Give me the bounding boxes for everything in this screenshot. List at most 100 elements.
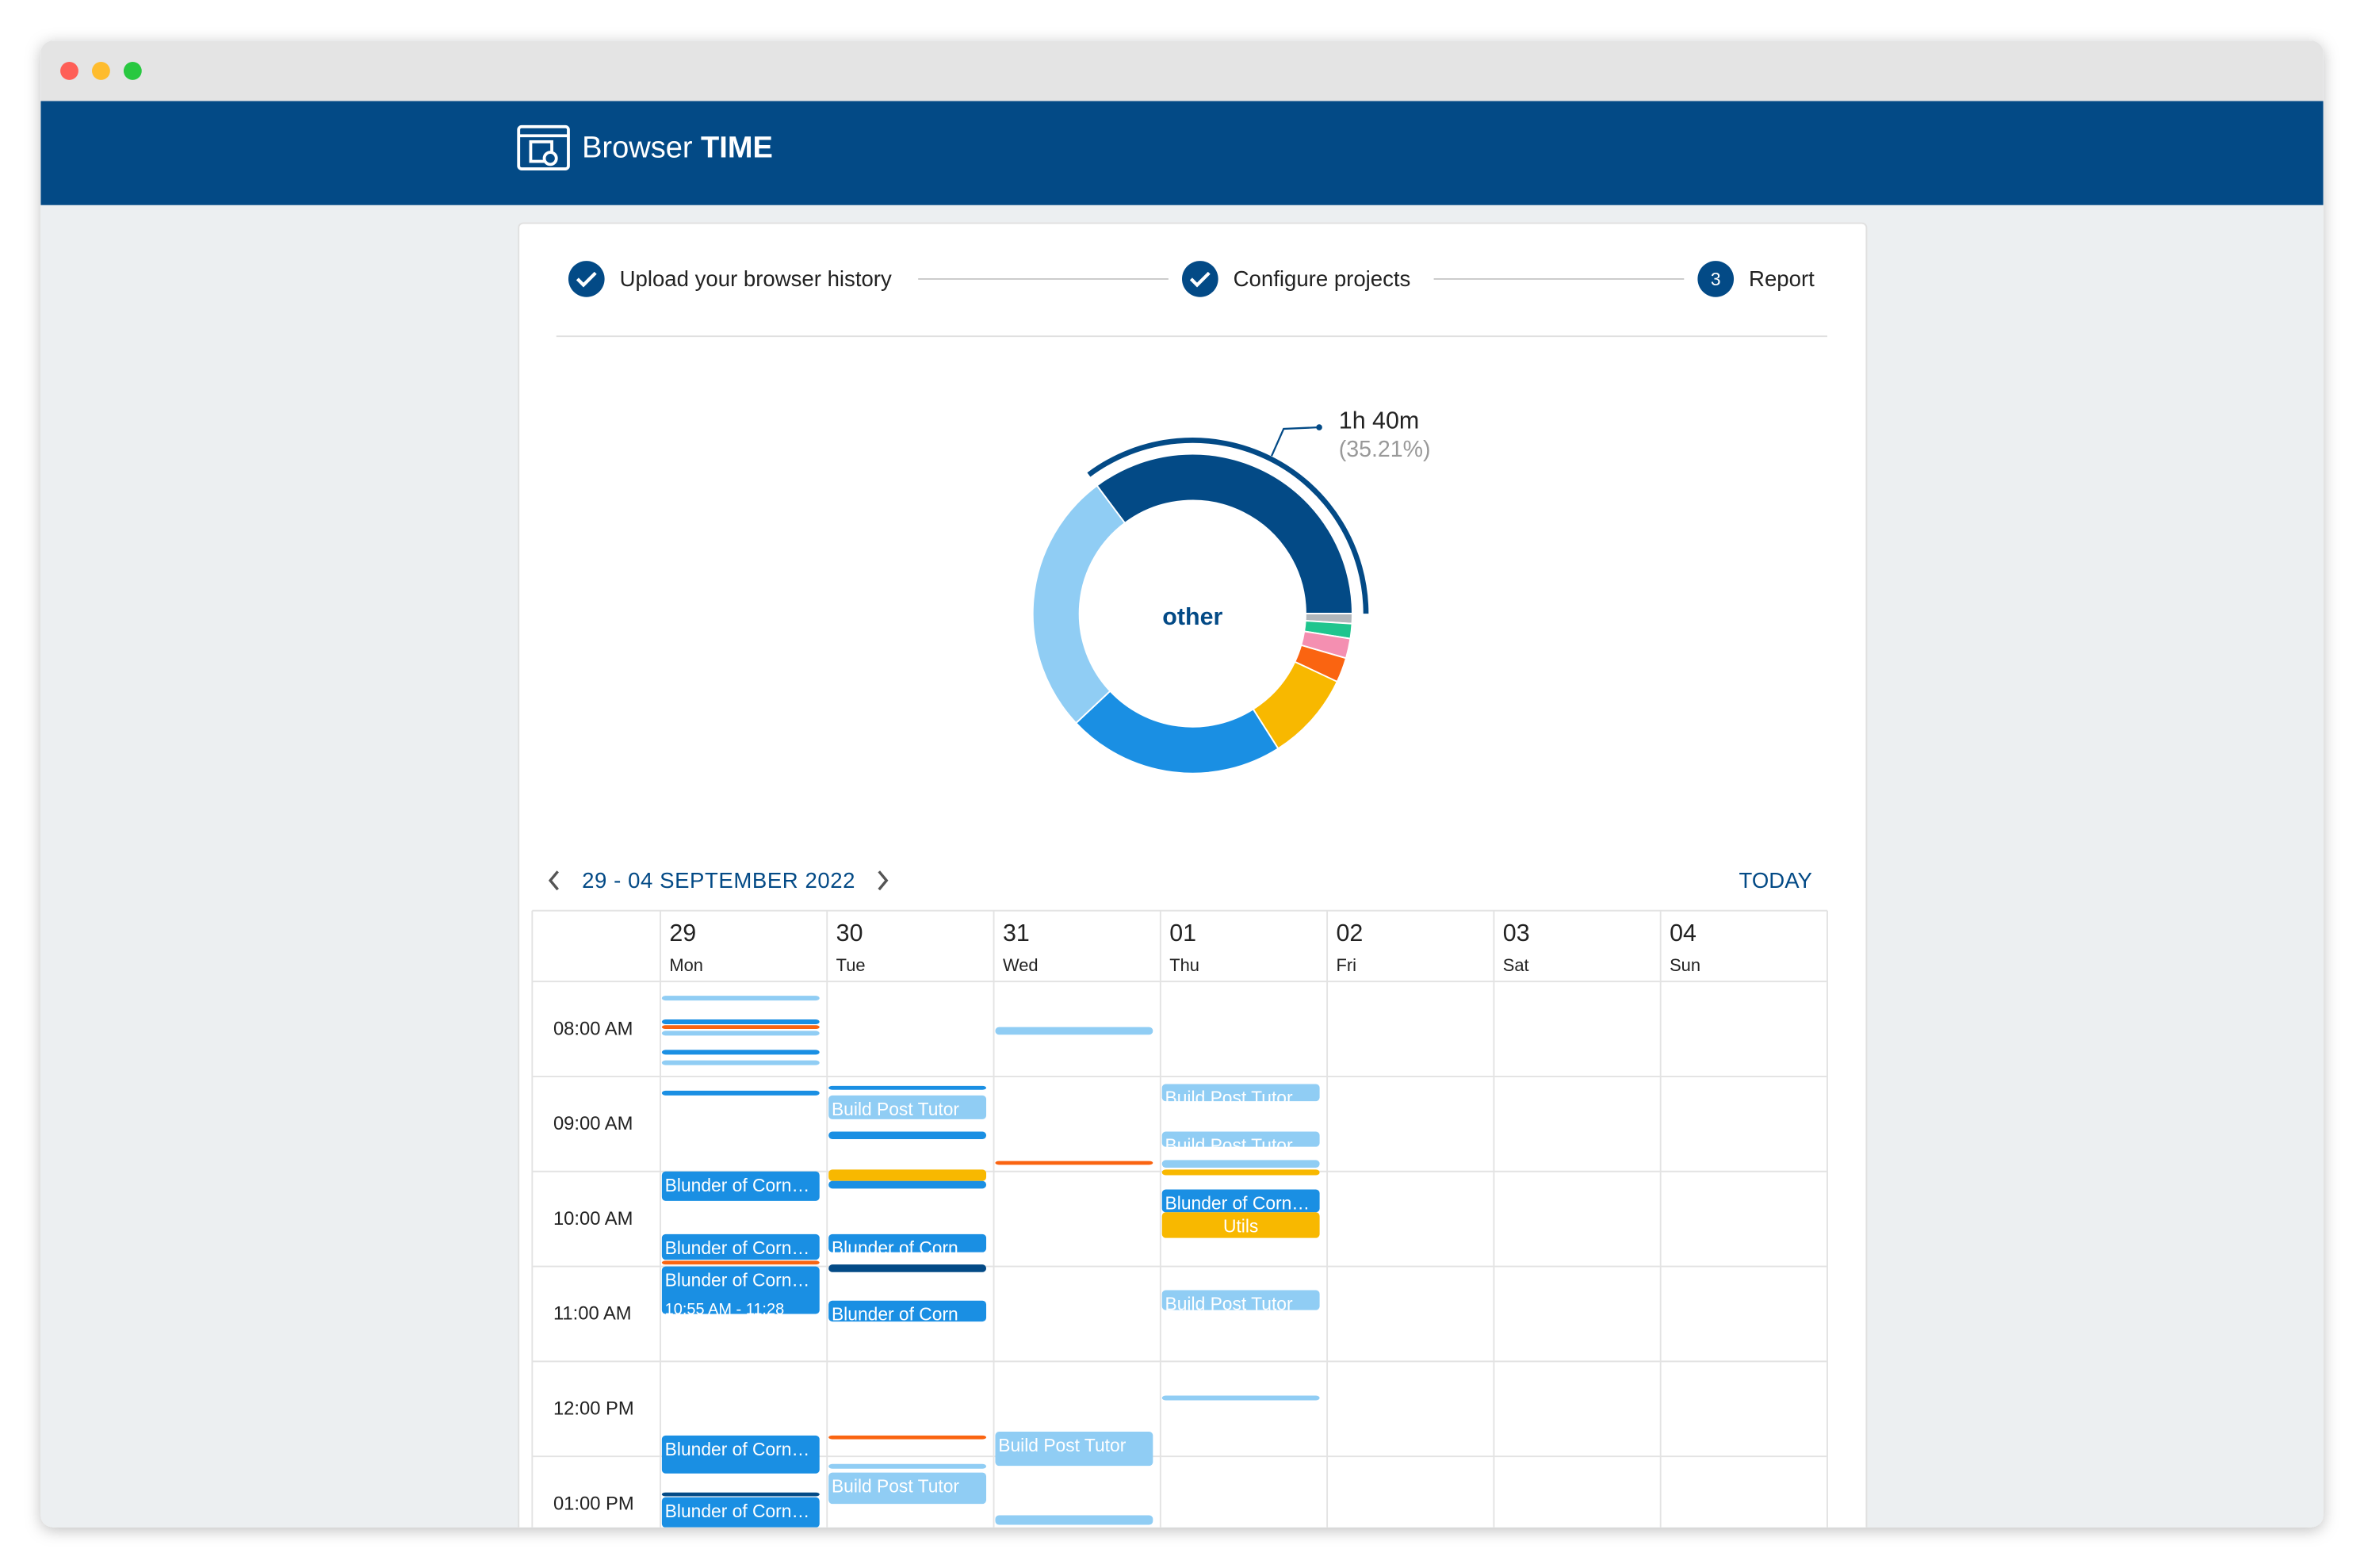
close-button[interactable] xyxy=(60,62,78,80)
calendar-event[interactable] xyxy=(1161,1084,1320,1102)
event-label: Build Post Tutor xyxy=(1165,1294,1293,1314)
label-leader xyxy=(1270,426,1320,457)
brand-bold: TIME xyxy=(701,131,773,164)
calendar-event[interactable] xyxy=(828,1264,987,1272)
hour-label: 11:00 AM xyxy=(553,1303,632,1325)
event-label: Blunder of Corn xyxy=(832,1237,958,1258)
calendar-event[interactable] xyxy=(1161,1212,1320,1238)
calendar-event[interactable] xyxy=(661,1090,820,1096)
logo xyxy=(517,124,570,170)
calendar-event[interactable] xyxy=(661,996,820,1001)
event-label: Utils xyxy=(1223,1215,1258,1236)
event-label: Build Post Tutor xyxy=(998,1435,1126,1455)
today-button[interactable]: TODAY xyxy=(1739,868,1812,893)
day-number: 31 xyxy=(1003,920,1030,947)
calendar-event[interactable] xyxy=(995,1432,1153,1467)
calendar-event[interactable] xyxy=(828,1472,987,1505)
calendar-event[interactable] xyxy=(661,1019,820,1025)
minimize-button[interactable] xyxy=(92,62,110,80)
event-label: Blunder of Corn… xyxy=(665,1237,810,1258)
weekday: Thu xyxy=(1169,955,1199,975)
calendar-event[interactable] xyxy=(661,1266,820,1314)
weekday: Mon xyxy=(669,955,703,975)
calendar-event[interactable] xyxy=(1161,1395,1320,1401)
calendar-event[interactable] xyxy=(828,1435,987,1440)
hour-label: 01:00 PM xyxy=(553,1493,634,1514)
leader-dot xyxy=(1316,424,1322,430)
day-number: 02 xyxy=(1337,920,1364,947)
step-check xyxy=(576,271,597,288)
calendar-event[interactable] xyxy=(828,1300,987,1322)
day-number: 03 xyxy=(1503,920,1530,947)
maximize-button[interactable] xyxy=(123,62,142,80)
calendar-event[interactable] xyxy=(661,1497,820,1528)
calendar-event[interactable] xyxy=(828,1180,987,1189)
calendar-event[interactable] xyxy=(1161,1169,1320,1176)
calendar-event[interactable] xyxy=(661,1492,820,1497)
day-number: 01 xyxy=(1169,920,1196,947)
step-icon xyxy=(1697,261,1735,297)
highlight-arc xyxy=(1087,438,1369,614)
calendar-event[interactable] xyxy=(995,1161,1153,1165)
calendar-event[interactable] xyxy=(661,1025,820,1030)
calendar-event[interactable] xyxy=(828,1463,987,1469)
weekday: Sat xyxy=(1503,955,1529,975)
brand-text: Browser xyxy=(582,131,693,164)
calendar-event[interactable] xyxy=(661,1260,820,1265)
prev-week[interactable] xyxy=(548,870,559,891)
event-label: Blunder of Corn… xyxy=(665,1270,810,1291)
highlight-percent: (35.21%) xyxy=(1339,437,1431,462)
step-number: 3 xyxy=(1711,269,1721,289)
event-label: Build Post Tutor xyxy=(832,1476,959,1497)
hour-label: 12:00 PM xyxy=(553,1398,634,1420)
calendar-event[interactable] xyxy=(661,1050,820,1055)
title-bar xyxy=(40,40,2324,101)
calendar-event[interactable] xyxy=(661,1171,820,1201)
day-number: 30 xyxy=(836,920,863,947)
calendar-event[interactable] xyxy=(828,1085,987,1090)
weekday: Wed xyxy=(1003,955,1039,975)
step-label[interactable]: Report xyxy=(1749,266,1815,291)
report-card xyxy=(518,222,1868,1528)
event-label: Build Post Tutor xyxy=(1165,1134,1293,1155)
event-label: Blunder of Corn… xyxy=(665,1501,810,1521)
calendar-event[interactable] xyxy=(1161,1290,1320,1310)
event-label: Blunder of Corn xyxy=(832,1304,958,1325)
weekday: Tue xyxy=(836,955,866,975)
calendar-event[interactable] xyxy=(828,1233,987,1252)
weekday: Fri xyxy=(1337,955,1357,975)
weekday: Sun xyxy=(1670,955,1700,975)
calendar-event[interactable] xyxy=(1161,1189,1320,1213)
donut-segment[interactable] xyxy=(1031,484,1127,725)
calendar-event[interactable] xyxy=(661,1435,820,1474)
calendar-event[interactable] xyxy=(661,1233,820,1260)
hour-label: 10:00 AM xyxy=(553,1208,633,1230)
calendar-event[interactable] xyxy=(995,1515,1153,1525)
event-label: Blunder of Corn… xyxy=(665,1175,810,1195)
next-week[interactable] xyxy=(878,870,889,891)
step-label[interactable]: Configure projects xyxy=(1234,266,1411,291)
highlight-duration: 1h 40m xyxy=(1339,407,1419,434)
calendar-event[interactable] xyxy=(995,1027,1153,1035)
calendar-event[interactable] xyxy=(1161,1160,1320,1168)
event-label: Build Post Tutor xyxy=(832,1099,959,1119)
app-header xyxy=(40,101,2324,205)
step-icon xyxy=(568,261,605,297)
date-range: 29 - 04 SEPTEMBER 2022 xyxy=(582,868,855,893)
calendar-event[interactable] xyxy=(828,1095,987,1119)
donut-segment[interactable] xyxy=(1096,453,1353,615)
hour-label: 09:00 AM xyxy=(553,1113,633,1134)
donut-center-label: other xyxy=(1162,603,1222,630)
event-label: Build Post Tutor xyxy=(1165,1088,1293,1108)
step-label[interactable]: Upload your browser history xyxy=(620,266,892,291)
calendar-event[interactable] xyxy=(828,1131,987,1140)
calendar-event[interactable] xyxy=(661,1031,820,1036)
calendar-event[interactable] xyxy=(828,1169,987,1181)
day-number: 29 xyxy=(669,920,696,947)
calendar-event[interactable] xyxy=(1161,1131,1320,1147)
hour-label: 08:00 AM xyxy=(553,1018,633,1039)
event-label: Blunder of Corn… xyxy=(665,1439,810,1459)
calendar-event[interactable] xyxy=(661,1060,820,1065)
event-label: Blunder of Corn… xyxy=(1165,1193,1310,1214)
